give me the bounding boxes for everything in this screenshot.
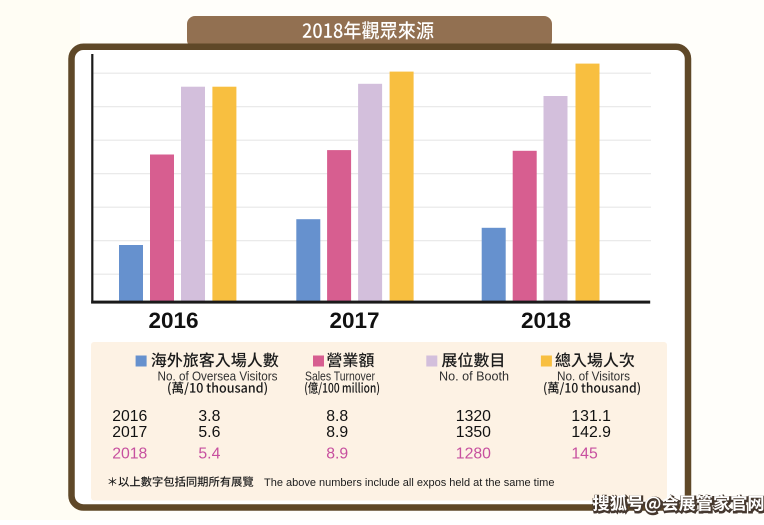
svg-text:5.6: 5.6 [198, 424, 220, 441]
svg-text:5.4: 5.4 [198, 445, 220, 462]
svg-text:8.9: 8.9 [326, 424, 348, 441]
svg-text:142.9: 142.9 [571, 424, 611, 441]
svg-text:2017: 2017 [112, 424, 147, 441]
svg-text:131.1: 131.1 [571, 408, 611, 425]
svg-text:145: 145 [571, 445, 598, 462]
svg-text:1350: 1350 [456, 424, 491, 441]
svg-text:1280: 1280 [456, 445, 491, 462]
svg-text:The above numbers include all: The above numbers include all expos held… [264, 477, 554, 489]
svg-text:2016: 2016 [148, 308, 198, 333]
svg-text:8.9: 8.9 [326, 445, 348, 462]
svg-text:2016: 2016 [112, 408, 147, 425]
svg-text:No. of Oversea Visitors: No. of Oversea Visitors [158, 368, 278, 383]
svg-text:No. of Visitors: No. of Visitors [557, 368, 630, 383]
svg-text:2018: 2018 [521, 308, 571, 333]
svg-text:8.8: 8.8 [326, 408, 348, 425]
svg-text:1320: 1320 [456, 408, 491, 425]
svg-text:Sales Turnover: Sales Turnover [305, 368, 375, 383]
svg-text:3.8: 3.8 [198, 408, 220, 425]
svg-text:No. of Booth: No. of Booth [439, 368, 509, 383]
svg-text:2017: 2017 [329, 308, 379, 333]
svg-text:2018: 2018 [112, 445, 147, 462]
